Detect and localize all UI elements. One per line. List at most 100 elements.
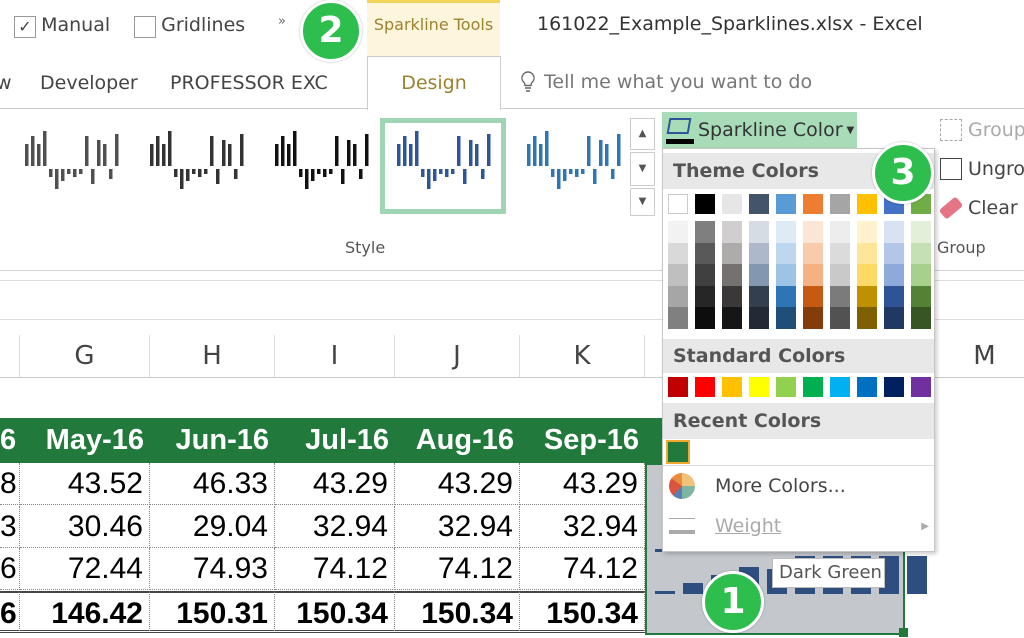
checkbox-box[interactable] — [134, 15, 156, 38]
theme-shade-swatch[interactable] — [668, 307, 688, 329]
tab-professor-excel[interactable]: PROFESSOR EXC — [170, 72, 328, 94]
theme-shade-swatch[interactable] — [857, 285, 877, 307]
header-cell[interactable]: Jul-16 — [305, 424, 389, 456]
theme-color-swatch[interactable] — [749, 194, 769, 214]
theme-shade-swatch[interactable] — [911, 221, 931, 243]
theme-shade-swatch[interactable] — [749, 285, 769, 307]
table-cell[interactable]: 46.33 — [150, 463, 275, 505]
theme-shade-swatch[interactable] — [668, 264, 688, 286]
table-cell[interactable]: 30.46 — [20, 505, 150, 548]
theme-shade-swatch[interactable] — [668, 221, 688, 243]
check-icon[interactable]: ✓ — [14, 15, 36, 38]
theme-shade-swatch[interactable] — [776, 285, 796, 307]
theme-shade-swatch[interactable] — [749, 307, 769, 329]
standard-color-swatch[interactable] — [830, 377, 850, 397]
more-colors-item[interactable]: More Colors... — [669, 473, 846, 499]
table-cell[interactable]: 146.42 — [20, 590, 150, 633]
tab-developer[interactable]: Developer — [40, 72, 138, 94]
formula-bar[interactable] — [0, 280, 1024, 320]
standard-color-swatch[interactable] — [911, 377, 931, 397]
header-cell[interactable]: Aug-16 — [415, 424, 514, 456]
theme-shade-swatch[interactable] — [722, 264, 742, 286]
ungroup-button[interactable]: Ungro — [940, 158, 1024, 180]
theme-shade-swatch[interactable] — [803, 285, 823, 307]
theme-shade-swatch[interactable] — [830, 285, 850, 307]
theme-shade-swatch[interactable] — [695, 285, 715, 307]
header-cell[interactable]: May-16 — [45, 424, 144, 456]
table-cell[interactable]: 74.12 — [275, 548, 395, 590]
standard-color-swatch[interactable] — [722, 377, 742, 397]
gallery-scroll-down[interactable]: ▼ — [630, 152, 655, 186]
theme-shade-swatch[interactable] — [803, 307, 823, 329]
overflow-icon[interactable]: » — [278, 14, 286, 29]
column-header-g[interactable]: G — [20, 335, 150, 377]
table-cell[interactable]: 74.12 — [520, 548, 645, 590]
theme-shade-swatch[interactable] — [857, 307, 877, 329]
table-cell[interactable]: 150.34 — [520, 590, 645, 633]
column-header-k[interactable]: K — [520, 335, 645, 377]
table-cell[interactable]: 74.12 — [395, 548, 520, 590]
theme-shade-swatch[interactable] — [884, 264, 904, 286]
theme-shade-swatch[interactable] — [668, 285, 688, 307]
column-header-j[interactable]: J — [395, 335, 520, 377]
sparkline-style-5[interactable] — [510, 118, 636, 214]
table-cell[interactable]: 32.94 — [395, 505, 520, 548]
theme-color-swatch[interactable] — [776, 194, 796, 214]
theme-shade-swatch[interactable] — [803, 242, 823, 264]
gallery-scroll-up[interactable]: ▲ — [630, 118, 655, 150]
fill-handle[interactable] — [899, 628, 908, 637]
theme-shade-swatch[interactable] — [803, 221, 823, 243]
theme-shade-swatch[interactable] — [668, 242, 688, 264]
table-cell[interactable]: 150.31 — [150, 590, 275, 633]
gallery-more[interactable]: ▼ — [630, 188, 655, 216]
theme-shade-swatch[interactable] — [857, 242, 877, 264]
theme-color-swatch[interactable] — [830, 194, 850, 214]
group-button[interactable]: Group — [940, 119, 1024, 141]
weight-item[interactable]: Weight ▶ — [669, 515, 929, 537]
header-cell[interactable]: Jun-16 — [175, 424, 269, 456]
theme-shade-swatch[interactable] — [911, 285, 931, 307]
theme-shade-swatch[interactable] — [884, 221, 904, 243]
theme-shade-swatch[interactable] — [722, 221, 742, 243]
column-header-m[interactable]: M — [935, 335, 1024, 377]
theme-shade-swatch[interactable] — [695, 307, 715, 329]
table-cell[interactable]: 32.94 — [520, 505, 645, 548]
recent-color-swatch[interactable] — [666, 440, 690, 464]
standard-color-swatch[interactable] — [749, 377, 769, 397]
sparkline-style-3[interactable] — [258, 118, 384, 214]
table-cell[interactable]: 6 — [0, 548, 20, 590]
table-cell[interactable]: 32.94 — [275, 505, 395, 548]
theme-shade-swatch[interactable] — [695, 242, 715, 264]
theme-shade-swatch[interactable] — [911, 307, 931, 329]
theme-shade-swatch[interactable] — [857, 264, 877, 286]
table-cell[interactable]: 43.29 — [275, 463, 395, 505]
theme-color-swatch[interactable] — [695, 194, 715, 214]
column-header-f[interactable] — [0, 335, 20, 377]
standard-color-swatch[interactable] — [776, 377, 796, 397]
theme-shade-swatch[interactable] — [722, 307, 742, 329]
table-cell[interactable]: 3 — [0, 505, 20, 548]
table-cell[interactable]: 8 — [0, 463, 20, 505]
table-cell[interactable]: 43.52 — [20, 463, 150, 505]
theme-shade-swatch[interactable] — [857, 221, 877, 243]
table-cell[interactable]: 29.04 — [150, 505, 275, 548]
theme-shade-swatch[interactable] — [695, 221, 715, 243]
theme-shade-swatch[interactable] — [749, 221, 769, 243]
clear-button[interactable]: Clear — [938, 196, 1018, 220]
theme-shade-swatch[interactable] — [884, 285, 904, 307]
theme-color-swatch[interactable] — [722, 194, 742, 214]
theme-color-swatch[interactable] — [803, 194, 823, 214]
table-cell[interactable]: 43.29 — [520, 463, 645, 505]
standard-color-swatch[interactable] — [884, 377, 904, 397]
theme-shade-swatch[interactable] — [884, 242, 904, 264]
header-cell[interactable]: 6 — [0, 424, 17, 456]
theme-shade-swatch[interactable] — [695, 264, 715, 286]
theme-shade-swatch[interactable] — [776, 264, 796, 286]
theme-shade-swatch[interactable] — [722, 242, 742, 264]
theme-shade-swatch[interactable] — [749, 264, 769, 286]
theme-shade-swatch[interactable] — [722, 285, 742, 307]
manual-checkbox[interactable]: ✓ Manual — [14, 14, 110, 38]
column-header-i[interactable]: I — [275, 335, 395, 377]
theme-color-swatch[interactable] — [668, 194, 688, 214]
theme-shade-swatch[interactable] — [749, 242, 769, 264]
